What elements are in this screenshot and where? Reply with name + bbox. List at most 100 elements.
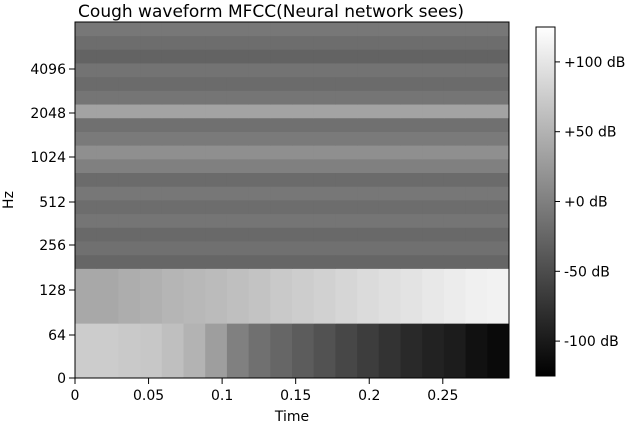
heatmap-cell — [487, 49, 510, 64]
heatmap-cell — [248, 213, 271, 228]
heatmap-cell — [400, 76, 423, 91]
heatmap-cell — [357, 268, 380, 324]
heatmap-cell — [465, 63, 488, 78]
heatmap-cell — [248, 63, 271, 78]
heatmap-cell — [96, 117, 119, 132]
heatmap-cell — [357, 76, 380, 91]
heatmap-cell — [422, 35, 445, 50]
heatmap-cell — [378, 186, 401, 201]
heatmap-cell — [465, 268, 488, 324]
y-tick-label: 2048 — [30, 106, 66, 122]
heatmap-cell — [357, 104, 380, 119]
heatmap-cell — [96, 254, 119, 269]
heatmap-cell — [378, 172, 401, 187]
heatmap-cell — [161, 22, 184, 37]
heatmap-cell — [140, 213, 163, 228]
heatmap-cell — [183, 145, 206, 160]
heatmap-cell — [161, 200, 184, 215]
heatmap-cell — [205, 22, 228, 37]
heatmap-cell — [487, 172, 510, 187]
heatmap-cell — [96, 268, 119, 324]
heatmap-cell — [378, 76, 401, 91]
heatmap-cell — [75, 76, 98, 91]
heatmap-cell — [292, 131, 315, 146]
heatmap-cell — [400, 213, 423, 228]
heatmap-cell — [96, 76, 119, 91]
heatmap-cell — [248, 158, 271, 174]
heatmap-cell — [96, 63, 119, 78]
heatmap-cell — [335, 186, 358, 201]
heatmap-cell — [400, 172, 423, 187]
heatmap-cell — [205, 254, 228, 269]
heatmap-cell — [487, 241, 510, 256]
heatmap-cell — [443, 49, 466, 64]
heatmap-cell — [161, 63, 184, 78]
heatmap-cell — [140, 145, 163, 160]
heatmap-cell — [313, 63, 336, 78]
heatmap-cell — [270, 254, 293, 269]
heatmap-cell — [465, 117, 488, 132]
heatmap-cell — [205, 90, 228, 105]
heatmap-cell — [205, 117, 228, 132]
heatmap-cell — [313, 323, 336, 379]
heatmap-cell — [335, 254, 358, 269]
heatmap-cell — [378, 35, 401, 50]
heatmap-cell — [270, 104, 293, 119]
heatmap-cell — [292, 200, 315, 215]
heatmap-cell — [357, 241, 380, 256]
heatmap-cell — [422, 49, 445, 64]
heatmap-cell — [335, 90, 358, 105]
heatmap-cell — [313, 104, 336, 119]
heatmap-cell — [378, 131, 401, 146]
heatmap-cell — [96, 90, 119, 105]
heatmap-cell — [400, 90, 423, 105]
heatmap-cell — [357, 22, 380, 37]
heatmap-cell — [357, 254, 380, 269]
heatmap-cell — [161, 268, 184, 324]
heatmap-cell — [140, 323, 163, 379]
heatmap-cell — [378, 49, 401, 64]
heatmap-cell — [75, 186, 98, 201]
heatmap-cell — [335, 63, 358, 78]
heatmap-cell — [270, 49, 293, 64]
heatmap-cell — [226, 268, 249, 324]
heatmap-cell — [118, 172, 141, 187]
heatmap-cell — [422, 131, 445, 146]
heatmap-cell — [443, 131, 466, 146]
heatmap-cell — [118, 104, 141, 119]
colorbar-tick-label: +50 dB — [564, 125, 617, 141]
heatmap-cell — [465, 254, 488, 269]
heatmap-cell — [378, 241, 401, 256]
heatmap-cell — [118, 323, 141, 379]
heatmap-cell — [465, 22, 488, 37]
x-tick-label: 0.25 — [427, 388, 458, 404]
heatmap-cell — [443, 35, 466, 50]
heatmap-cell — [226, 35, 249, 50]
heatmap-cell — [487, 63, 510, 78]
heatmap-cell — [270, 172, 293, 187]
heatmap-cell — [422, 200, 445, 215]
heatmap-cell — [75, 63, 98, 78]
heatmap-cell — [335, 241, 358, 256]
heatmap-cell — [161, 117, 184, 132]
colorbar — [535, 26, 556, 377]
heatmap-cell — [378, 158, 401, 174]
heatmap-cell — [161, 241, 184, 256]
heatmap-cell — [140, 200, 163, 215]
heatmap-cell — [335, 200, 358, 215]
heatmap-cell — [161, 254, 184, 269]
heatmap-cell — [75, 268, 98, 324]
heatmap-cell — [205, 63, 228, 78]
heatmap-cell — [226, 22, 249, 37]
heatmap-cell — [465, 35, 488, 50]
heatmap-cell — [335, 323, 358, 379]
heatmap-cell — [96, 172, 119, 187]
heatmap-cell — [443, 63, 466, 78]
heatmap-cell — [183, 63, 206, 78]
heatmap-cell — [313, 158, 336, 174]
heatmap-cell — [248, 241, 271, 256]
heatmap-cell — [118, 200, 141, 215]
heatmap-cell — [226, 186, 249, 201]
heatmap-cell — [205, 145, 228, 160]
